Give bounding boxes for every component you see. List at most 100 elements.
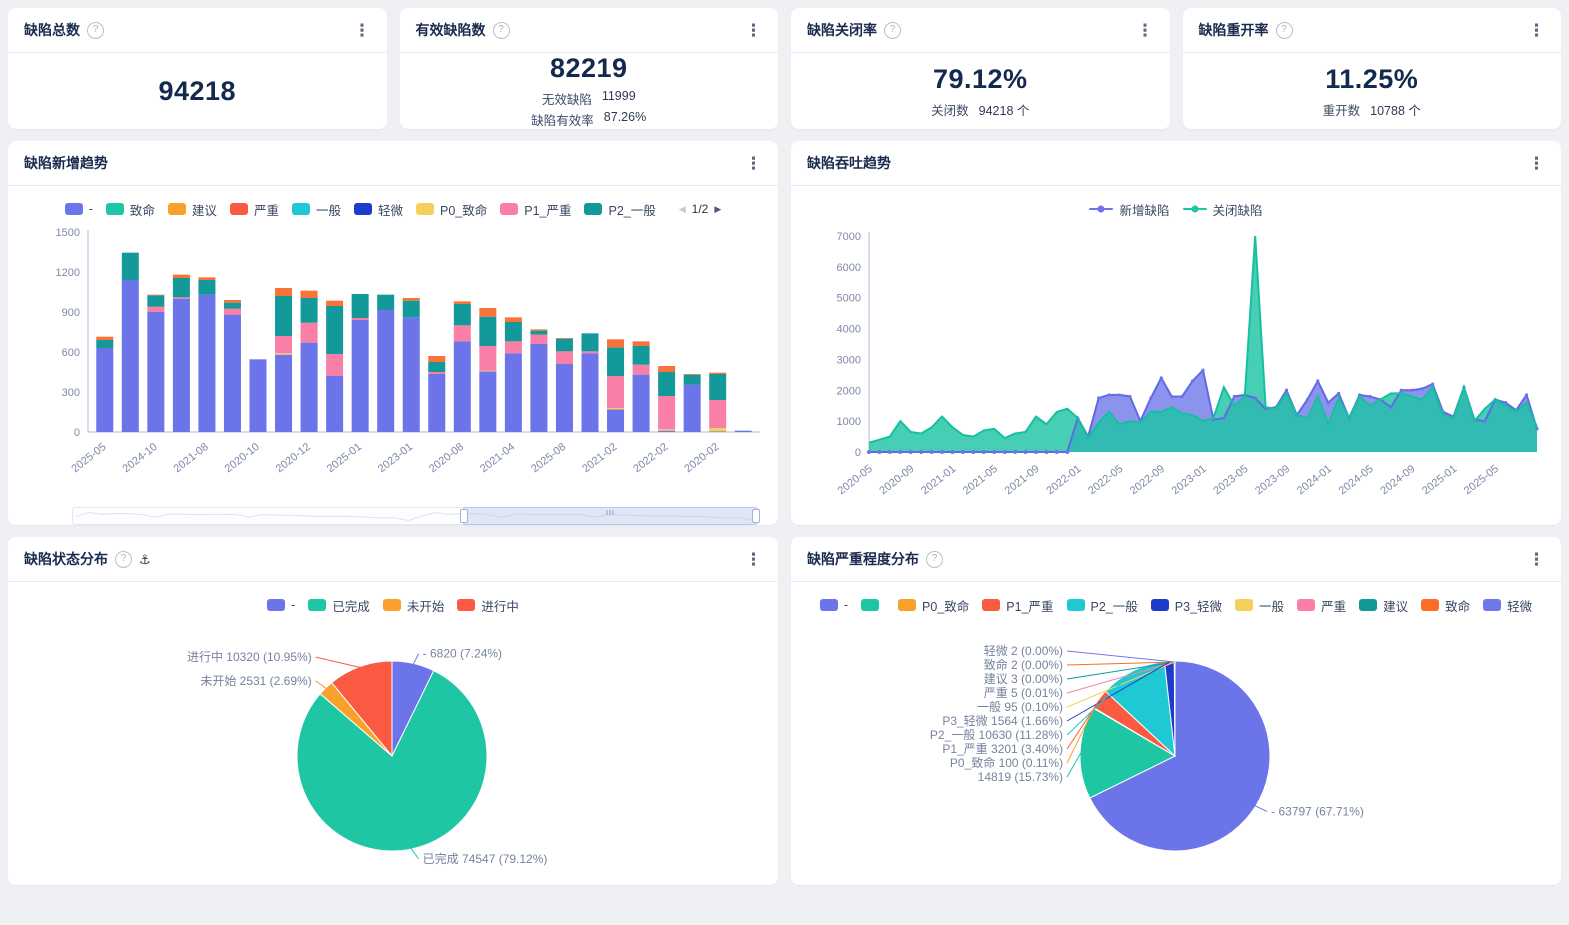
bar-segment--[interactable] [658, 431, 675, 432]
bar-segment-严重[interactable] [428, 356, 445, 362]
legend-item-P0_致命[interactable]: P0_致命 [416, 200, 487, 219]
bar-segment-P2_一般[interactable] [479, 317, 496, 346]
bar-segment-P1_严重[interactable] [428, 372, 445, 374]
datazoom-left-handle[interactable] [460, 509, 468, 523]
bar-segment-P2_一般[interactable] [352, 294, 369, 318]
bar-segment--[interactable] [224, 315, 241, 432]
bar-segment-P2_一般[interactable] [96, 340, 113, 348]
datazoom-selected-range[interactable] [463, 507, 757, 525]
bar-segment-严重[interactable] [173, 275, 190, 278]
bar-segment-P1_严重[interactable] [479, 346, 496, 371]
legend-item-建议[interactable]: 建议 [168, 200, 217, 219]
bar-segment--[interactable] [301, 343, 318, 432]
bar-segment--[interactable] [147, 312, 164, 432]
bar-segment-严重[interactable] [633, 341, 650, 346]
bar-segment-P2_一般[interactable] [428, 362, 445, 372]
bar-segment-P2_一般[interactable] [684, 375, 701, 385]
bar-segment-严重[interactable] [275, 288, 292, 296]
bar-segment--[interactable] [377, 310, 394, 432]
bar-segment--[interactable] [326, 376, 343, 432]
help-icon[interactable]: ? [115, 551, 132, 568]
legend-item-P1_严重[interactable]: P1_严重 [982, 596, 1053, 615]
bar-segment--[interactable] [454, 341, 471, 432]
legend-item-建议[interactable]: 建议 [1359, 596, 1408, 615]
bar-segment-P2_一般[interactable] [122, 253, 139, 280]
legend-item-进行中[interactable]: 进行中 [457, 596, 519, 615]
bar-segment-P2_一般[interactable] [173, 278, 190, 297]
bar-segment-P1_严重[interactable] [607, 376, 624, 408]
bar-segment--[interactable] [122, 280, 139, 432]
bar-segment-P1_严重[interactable] [326, 354, 343, 376]
legend-item-新增缺陷[interactable]: 新增缺陷 [1089, 200, 1169, 219]
bar-segment-严重[interactable] [224, 300, 241, 303]
bar-segment-P2_一般[interactable] [658, 372, 675, 396]
bar-segment-P2_一般[interactable] [275, 296, 292, 336]
bar-segment-P0_致命[interactable] [658, 429, 675, 430]
bar-segment-严重[interactable] [301, 291, 318, 298]
bar-segment--[interactable] [709, 431, 726, 432]
legend-item-一般[interactable]: 一般 [292, 200, 341, 219]
bar-segment-P2_一般[interactable] [454, 304, 471, 325]
bar-segment-严重[interactable] [96, 337, 113, 340]
more-menu-button[interactable]: ⋮ [1528, 551, 1545, 568]
bar-segment-P2_一般[interactable] [147, 295, 164, 306]
bar-segment-P2_一般[interactable] [582, 333, 599, 351]
bar-segment--[interactable] [505, 353, 522, 432]
bar-segment-严重[interactable] [454, 301, 471, 304]
legend-item-P2_一般[interactable]: P2_一般 [1067, 596, 1138, 615]
bar-segment-P2_一般[interactable] [403, 301, 420, 318]
datazoom-right-handle[interactable] [752, 509, 760, 523]
help-icon[interactable]: ? [926, 551, 943, 568]
bar-segment-P1_严重[interactable] [454, 325, 471, 341]
bar-segment-P2_一般[interactable] [607, 347, 624, 376]
bar-segment-严重[interactable] [479, 308, 496, 317]
bar-segment-P2_一般[interactable] [530, 331, 547, 335]
bar-segment-严重[interactable] [198, 277, 215, 280]
legend-item-已完成[interactable]: 已完成 [308, 596, 370, 615]
bar-segment-严重[interactable] [530, 329, 547, 330]
bar-segment-P2_一般[interactable] [301, 298, 318, 323]
bar-segment-P2_一般[interactable] [633, 346, 650, 365]
legend-item-一般[interactable]: 一般 [1235, 596, 1284, 615]
bar-segment--[interactable] [530, 344, 547, 432]
bar-segment-P1_严重[interactable] [505, 341, 522, 353]
legend-item--[interactable]: - [65, 202, 93, 216]
legend-item-严重[interactable]: 严重 [1297, 596, 1346, 615]
help-icon[interactable]: ? [884, 22, 901, 39]
bar-segment--[interactable] [275, 355, 292, 432]
more-menu-button[interactable]: ⋮ [354, 22, 371, 39]
help-icon[interactable]: ? [87, 22, 104, 39]
bar-segment--[interactable] [352, 320, 369, 432]
bar-segment-P1_严重[interactable] [301, 323, 318, 343]
bar-segment-P2_一般[interactable] [377, 295, 394, 310]
bar-segment--[interactable] [428, 374, 445, 432]
bar-segment-P1_严重[interactable] [173, 297, 190, 298]
legend-item-轻微[interactable]: 轻微 [354, 200, 403, 219]
legend-item-严重[interactable]: 严重 [230, 200, 279, 219]
bar-segment-P2_一般[interactable] [556, 339, 573, 352]
bar-segment--[interactable] [96, 348, 113, 432]
more-menu-button[interactable]: ⋮ [745, 22, 762, 39]
bar-segment-P2_一般[interactable] [224, 303, 241, 309]
bar-segment--[interactable] [607, 409, 624, 432]
bar-segment-严重[interactable] [684, 374, 701, 375]
bar-segment-P1_严重[interactable] [530, 335, 547, 344]
legend-page-next-button[interactable]: ▶ [714, 204, 721, 215]
bar-segment--[interactable] [479, 371, 496, 432]
bar-segment-P1_严重[interactable] [633, 365, 650, 375]
bar-segment-P1_严重[interactable] [147, 307, 164, 312]
bar-segment-P0_致命[interactable] [709, 428, 726, 431]
legend-item--[interactable]: - [267, 598, 295, 612]
legend-item-P2_一般[interactable]: P2_一般 [584, 200, 655, 219]
bar-segment-严重[interactable] [556, 338, 573, 339]
drill-anchor-icon[interactable]: ⚓ [139, 553, 151, 566]
bar-segment-严重[interactable] [403, 298, 420, 301]
bar-segment-严重[interactable] [147, 295, 164, 296]
legend-item-致命[interactable]: 致命 [106, 200, 155, 219]
bar-segment-P2_一般[interactable] [326, 306, 343, 354]
legend-item-P3_轻微[interactable]: P3_轻微 [1151, 596, 1222, 615]
bar-segment-P1_严重[interactable] [556, 351, 573, 364]
bar-segment-P2_一般[interactable] [709, 374, 726, 400]
bar-segment-P0_致命[interactable] [607, 408, 624, 409]
more-menu-button[interactable]: ⋮ [745, 551, 762, 568]
